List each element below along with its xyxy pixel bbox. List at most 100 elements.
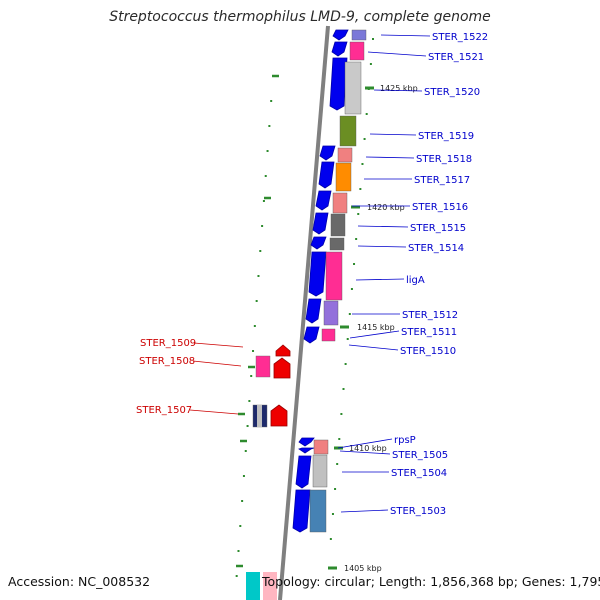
forward-gene-label: STER_1517 [414,175,470,186]
guide-dash [242,475,245,477]
gene-feature-block [309,489,327,533]
gene-feature-block [344,61,362,115]
guide-dash [252,350,255,352]
reverse-gene-label: STER_1509 [140,338,196,349]
guide-dash [336,463,339,465]
forward-gene-label: STER_1504 [391,468,447,479]
forward-gene-label: STER_1521 [428,52,484,63]
label-leader-line [349,330,400,339]
gene-feature-block [349,41,365,61]
guide-dash [241,500,244,502]
gene-feature-block [330,213,346,237]
forward-gene-label: STER_1522 [432,32,488,43]
forward-gene-arrow [305,298,322,324]
gene-feature-block [246,572,260,600]
guide-dash [235,575,238,577]
forward-gene-arrow [312,212,329,235]
guide-dash [262,200,265,202]
forward-gene-label: rpsP [394,435,416,446]
forward-gene-arrow [308,251,327,297]
label-leader-line [193,342,244,348]
forward-gene-arrow [329,57,348,111]
guide-dash [250,375,253,377]
reverse-gene-label: STER_1508 [139,356,195,367]
accession-text: Accession: NC_008532 [8,574,151,589]
guide-dash [338,438,341,440]
gene-feature-block [263,572,277,600]
guide-dash [355,238,358,240]
gene-feature-block [332,192,348,214]
forward-gene-label: STER_1520 [424,87,480,98]
forward-gene-label: STER_1519 [418,131,474,142]
guide-dash [344,363,347,365]
guide-dash [369,63,372,65]
label-leader-line [369,133,417,136]
forward-gene-arrow [315,190,332,211]
label-leader-line [365,156,415,159]
gene-feature-block [312,454,328,488]
label-leader-line [373,89,423,92]
label-leader-line [189,409,239,415]
forward-gene-label: STER_1503 [390,506,446,517]
guide-dash [359,188,362,190]
guide-dash [334,488,337,490]
guide-dash [357,213,360,215]
guide-dash [331,513,334,515]
guide-dash [353,263,356,265]
forward-gene-arrow [292,489,311,533]
guide-dash [253,325,256,327]
forward-gene-label: STER_1515 [410,223,466,234]
reverse-gene-label: STER_1507 [136,405,192,416]
label-leader-line [337,438,393,449]
forward-gene-label: STER_1505 [392,450,448,461]
forward-gene-arrow [298,447,315,454]
forward-gene-arrow [295,455,312,489]
label-leader-line [357,245,407,248]
label-leader-line [367,51,427,57]
forward-gene-arrow [331,41,348,57]
guide-dash [365,113,368,115]
guide-dash [266,150,269,152]
forward-gene-arrow [310,236,327,250]
forward-gene-arrow [318,161,335,189]
label-leader-line [357,225,409,228]
reverse-gene-arrow [273,357,291,379]
guide-dash [361,163,364,165]
guide-dash [257,275,260,277]
guide-dash [264,175,267,177]
gene-feature-block [335,162,352,192]
forward-gene-label: STER_1510 [400,346,456,357]
guide-dash [329,538,332,540]
gene-feature-block [313,439,329,455]
forward-gene-label: STER_1512 [402,310,458,321]
guide-dash [348,313,351,315]
label-leader-line [348,344,399,351]
guide-dash [244,450,247,452]
reverse-gene-arrow [275,344,291,357]
forward-gene-arrow [319,145,336,161]
gene-feature-block [321,328,336,342]
gene-feature-block [337,147,353,163]
forward-gene-arrow [298,437,315,447]
kbp-label: 1410 kbp [349,444,387,453]
guide-dash [340,413,343,415]
gene-feature-block [325,251,343,301]
label-leader-line [339,450,391,455]
label-leader-line [380,34,431,37]
forward-gene-label: STER_1518 [416,154,472,165]
kbp-label: 1420 kbp [367,203,405,212]
guide-dash [342,388,345,390]
gene-feature-block [257,405,262,427]
genome-title: Streptococcus thermophilus LMD-9, comple… [109,9,491,25]
genome-backbone [278,25,330,600]
label-leader-line [355,278,405,281]
guide-dash [248,400,251,402]
label-leader-line [340,509,389,513]
reverse-gene-arrow [270,404,288,427]
guide-dash [239,525,242,527]
gene-feature-block [323,300,339,326]
topology-text: Topology: circular; Length: 1,856,368 bp… [262,574,600,589]
guide-dash [372,38,374,40]
guide-dash [350,288,353,290]
